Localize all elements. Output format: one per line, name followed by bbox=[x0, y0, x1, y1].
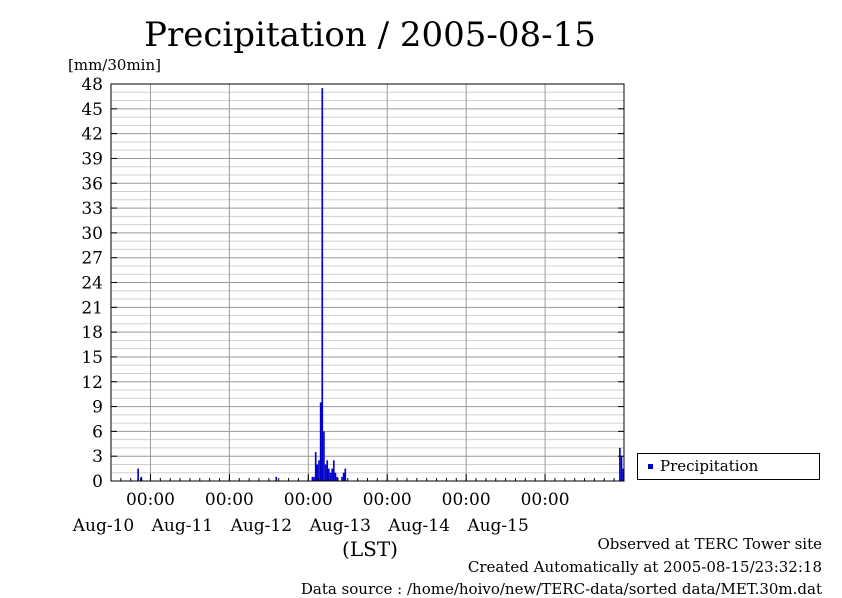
y-tick-label: 27 bbox=[81, 249, 103, 269]
precip-bar bbox=[318, 460, 320, 481]
legend: Precipitation bbox=[637, 453, 820, 480]
y-tick-label: 3 bbox=[92, 447, 103, 467]
precip-bar bbox=[137, 468, 139, 481]
x-date-label: Aug-12 bbox=[230, 516, 292, 536]
precip-bar bbox=[336, 476, 338, 481]
precip-bar bbox=[324, 464, 327, 481]
precip-bar bbox=[344, 468, 347, 481]
precip-bar bbox=[140, 476, 143, 481]
x-date-label: Aug-10 bbox=[72, 516, 134, 536]
precip-bar bbox=[311, 476, 314, 481]
y-tick-label: 39 bbox=[81, 149, 103, 169]
x-axis-label: (LST) bbox=[342, 537, 398, 561]
precip-bar bbox=[275, 476, 278, 481]
x-tick-label: 00:00 bbox=[442, 490, 491, 510]
y-tick-label: 21 bbox=[81, 298, 103, 318]
x-tick-label: 00:00 bbox=[521, 490, 570, 510]
legend-label: Precipitation bbox=[660, 457, 759, 475]
y-tick-label: 42 bbox=[81, 125, 103, 145]
y-tick-label: 6 bbox=[92, 422, 103, 442]
y-tick-label: 0 bbox=[92, 472, 103, 492]
precip-bar bbox=[323, 431, 325, 481]
y-tick-label: 12 bbox=[81, 373, 103, 393]
precip-bar bbox=[326, 460, 329, 481]
x-tick-label: 00:00 bbox=[363, 490, 412, 510]
y-tick-label: 45 bbox=[81, 100, 103, 120]
legend-swatch bbox=[648, 464, 653, 469]
chart-title: Precipitation / 2005-08-15 bbox=[144, 15, 596, 55]
axes: 03691215182124273033363942454800:00Aug-1… bbox=[72, 75, 625, 536]
precip-bar bbox=[328, 468, 330, 481]
x-date-label: Aug-11 bbox=[151, 516, 213, 536]
x-date-label: Aug-14 bbox=[387, 516, 449, 536]
y-tick-label: 36 bbox=[81, 174, 103, 194]
precip-bar bbox=[316, 464, 319, 481]
y-tick-label: 24 bbox=[81, 274, 103, 294]
x-tick-label: 00:00 bbox=[126, 490, 175, 510]
footer-source: Data source : /home/hoivo/new/TERC-data/… bbox=[300, 580, 822, 598]
precip-bar bbox=[342, 472, 345, 481]
footer-observed: Observed at TERC Tower site bbox=[597, 535, 822, 553]
y-tick-label: 15 bbox=[81, 348, 103, 368]
footer-created: Created Automatically at 2005-08-15/23:3… bbox=[467, 558, 822, 576]
y-axis-label: [mm/30min] bbox=[68, 56, 161, 74]
precip-bar bbox=[329, 472, 332, 481]
precip-bar bbox=[313, 476, 315, 481]
y-tick-label: 18 bbox=[81, 323, 103, 343]
grid-lines bbox=[111, 83, 624, 482]
precip-bar bbox=[332, 460, 335, 481]
precip-bar bbox=[622, 468, 624, 481]
y-tick-label: 33 bbox=[81, 199, 103, 219]
precip-bar bbox=[331, 468, 333, 481]
y-tick-label: 30 bbox=[81, 224, 103, 244]
precip-bar bbox=[319, 402, 322, 481]
precipitation-bars bbox=[137, 88, 624, 482]
precip-bar bbox=[321, 88, 324, 482]
precip-bar bbox=[334, 472, 337, 481]
precip-bar bbox=[620, 456, 623, 481]
precip-bar bbox=[314, 452, 317, 481]
x-tick-label: 00:00 bbox=[205, 490, 254, 510]
precip-bar bbox=[619, 447, 621, 481]
x-date-label: Aug-13 bbox=[308, 516, 370, 536]
x-tick-label: 00:00 bbox=[284, 490, 333, 510]
x-date-label: Aug-15 bbox=[466, 516, 528, 536]
precip-bar bbox=[341, 476, 343, 481]
y-tick-label: 48 bbox=[81, 75, 103, 95]
y-tick-label: 9 bbox=[92, 398, 103, 418]
